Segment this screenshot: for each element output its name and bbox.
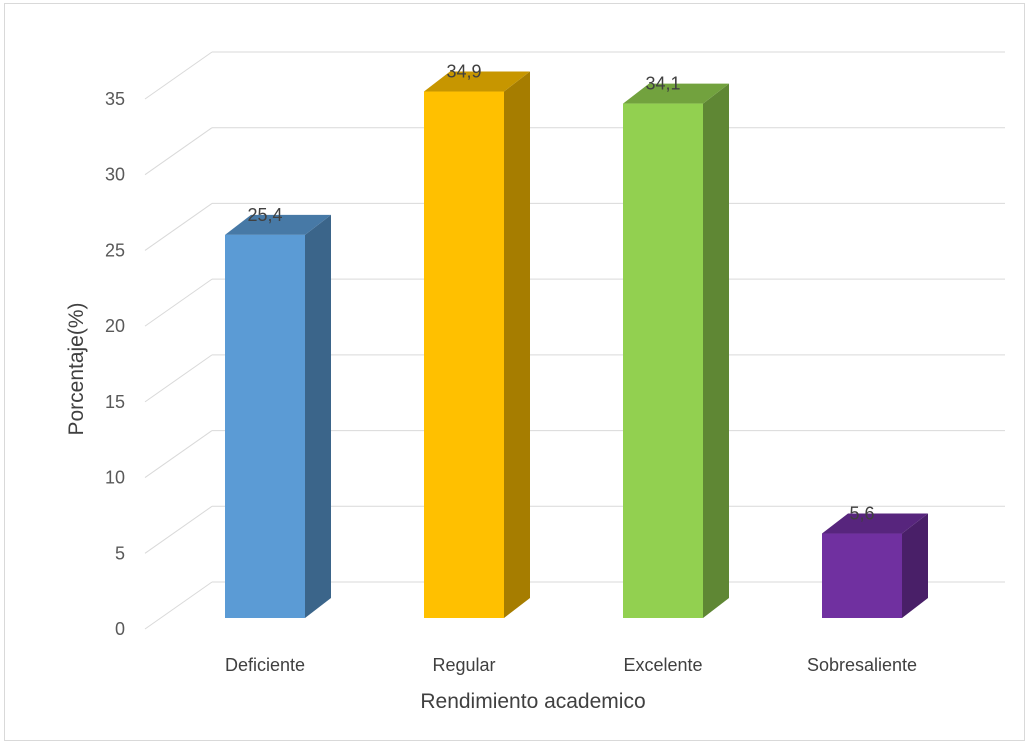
y-tick-label: 5: [115, 543, 125, 563]
gridline-depth: [144, 581, 213, 630]
y-axis-ticks: 0 5 10 15 20 25 30 35: [105, 89, 125, 639]
x-tick-label: Excelente: [623, 655, 702, 675]
x-tick-label: Deficiente: [225, 655, 305, 675]
bar-side-face: [703, 83, 729, 618]
bar-top-face: [822, 513, 928, 534]
gridline-depth: [144, 203, 213, 251]
data-label: 34,9: [446, 62, 481, 82]
bar-side-face: [902, 513, 928, 618]
bar-top-face: [225, 214, 331, 235]
bar-top-face: [424, 71, 530, 92]
y-axis-title: Porcentaje(%): [65, 302, 88, 435]
data-label: 34,1: [645, 74, 680, 94]
gridline-depth: [144, 127, 213, 176]
x-axis-categories: Deficiente Regular Excelente Sobresaliente: [225, 655, 917, 675]
x-tick-label: Sobresaliente: [807, 655, 917, 675]
bar-top-face: [623, 83, 729, 104]
gridline-depth: [144, 278, 213, 327]
bar-front-face: [424, 91, 504, 619]
bar-side-face: [504, 71, 530, 619]
bar-deficiente: [225, 214, 331, 618]
bars: 25,4 34,9 34,1 5,6: [225, 62, 928, 619]
chart-frame: 0 5 10 15 20 25 30 35 25,4 34,9 34,1 5,6 Deficient…: [4, 3, 1025, 741]
gridline-depth: [144, 354, 213, 403]
y-tick-label: 20: [105, 316, 125, 336]
y-tick-label: 15: [105, 392, 125, 412]
gridline-depth: [144, 505, 213, 554]
y-tick-label: 35: [105, 89, 125, 109]
y-tick-label: 0: [115, 619, 125, 639]
y-tick-label: 25: [105, 240, 125, 260]
gridline-depth: [144, 430, 213, 478]
data-label: 5,6: [849, 504, 874, 524]
gridlines: [144, 51, 1005, 630]
bar-sobresaliente: [822, 513, 928, 618]
bar-excelente: [623, 83, 729, 618]
bar-side-face: [305, 214, 331, 618]
bar-front-face: [822, 533, 902, 618]
data-label: 25,4: [247, 205, 282, 225]
y-tick-label: 10: [105, 468, 125, 488]
bar-front-face: [225, 234, 305, 618]
x-axis-title: Rendimiento academico: [420, 690, 645, 713]
bar-regular: [424, 71, 530, 619]
bar-front-face: [623, 103, 703, 618]
x-tick-label: Regular: [432, 655, 495, 675]
gridline-depth: [144, 51, 213, 100]
y-tick-label: 30: [105, 165, 125, 185]
bar-chart: 0 5 10 15 20 25 30 35 25,4 34,9 34,1 5,6 Deficient…: [65, 51, 1005, 713]
